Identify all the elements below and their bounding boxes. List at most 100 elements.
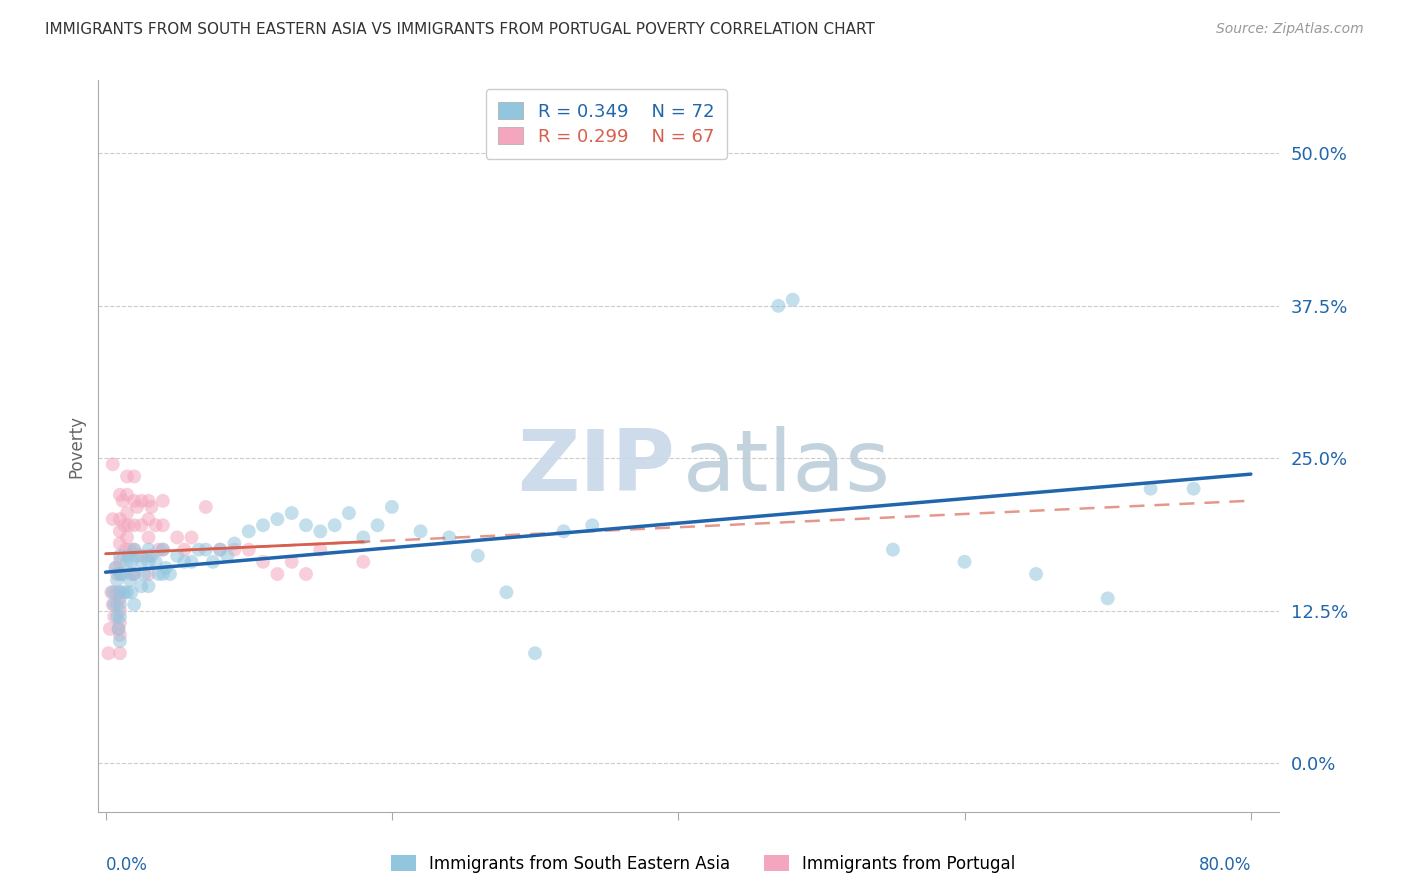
Point (111, 494, 134, 508)
Point (103, 598, 125, 612)
Point (138, 555, 160, 569)
Point (105, 573, 128, 587)
Point (141, 500, 163, 514)
Point (224, 536, 246, 550)
Point (166, 530, 188, 544)
Point (209, 542, 232, 557)
Point (101, 512, 124, 526)
Y-axis label: Poverty: Poverty (67, 415, 86, 477)
Point (352, 530, 374, 544)
Point (524, 646, 547, 660)
Point (104, 585, 127, 599)
Point (131, 549, 153, 563)
Point (337, 506, 360, 520)
Point (1025, 567, 1047, 582)
Point (882, 542, 904, 557)
Point (1139, 482, 1161, 496)
Point (108, 604, 131, 618)
Point (553, 524, 575, 539)
Point (152, 542, 174, 557)
Point (252, 518, 274, 533)
Point (152, 494, 174, 508)
Point (187, 542, 209, 557)
Point (194, 542, 217, 557)
Point (101, 598, 124, 612)
Point (280, 555, 302, 569)
Point (180, 530, 202, 544)
Point (108, 512, 131, 526)
Point (108, 536, 131, 550)
Point (252, 555, 274, 569)
Point (108, 609, 131, 624)
Point (115, 506, 138, 520)
Point (155, 561, 177, 575)
Point (238, 542, 260, 557)
Point (117, 518, 139, 533)
Point (173, 542, 195, 557)
Legend: Immigrants from South Eastern Asia, Immigrants from Portugal: Immigrants from South Eastern Asia, Immi… (384, 848, 1022, 880)
Point (108, 646, 131, 660)
Point (134, 567, 156, 582)
Point (381, 500, 404, 514)
Point (122, 469, 145, 483)
Point (122, 567, 145, 582)
Point (105, 567, 128, 582)
Point (105, 598, 128, 612)
Point (367, 518, 389, 533)
Point (437, 530, 460, 544)
Point (115, 469, 138, 483)
Point (122, 518, 145, 533)
Point (152, 567, 174, 582)
Point (166, 549, 188, 563)
Point (131, 579, 153, 593)
Point (112, 585, 135, 599)
Point (103, 609, 125, 624)
Point (108, 615, 131, 630)
Point (108, 634, 131, 648)
Text: atlas: atlas (683, 426, 891, 509)
Point (266, 512, 288, 526)
Point (100, 585, 122, 599)
Point (108, 488, 131, 502)
Point (145, 555, 167, 569)
Point (108, 585, 131, 599)
Point (118, 542, 141, 557)
Point (768, 299, 790, 313)
Point (495, 585, 517, 599)
Point (295, 567, 318, 582)
Point (159, 567, 181, 582)
Text: Source: ZipAtlas.com: Source: ZipAtlas.com (1216, 22, 1364, 37)
Point (309, 524, 332, 539)
Point (280, 506, 302, 520)
Point (115, 555, 138, 569)
Point (108, 598, 131, 612)
Point (323, 518, 346, 533)
Point (108, 524, 131, 539)
Point (108, 628, 131, 642)
Point (108, 585, 131, 599)
Point (209, 542, 232, 557)
Point (118, 573, 141, 587)
Point (224, 542, 246, 557)
Text: IMMIGRANTS FROM SOUTH EASTERN ASIA VS IMMIGRANTS FROM PORTUGAL POVERTY CORRELATI: IMMIGRANTS FROM SOUTH EASTERN ASIA VS IM… (45, 22, 875, 37)
Point (115, 585, 138, 599)
Legend: R = 0.349    N = 72, R = 0.299    N = 67: R = 0.349 N = 72, R = 0.299 N = 67 (485, 89, 727, 159)
Point (467, 549, 489, 563)
Point (1182, 482, 1205, 496)
Point (152, 542, 174, 557)
Point (114, 542, 136, 557)
Point (122, 494, 145, 508)
Point (309, 542, 332, 557)
Point (101, 585, 124, 599)
Point (108, 567, 131, 582)
Point (108, 549, 131, 563)
Point (1097, 591, 1119, 606)
Point (145, 518, 167, 533)
Point (131, 494, 153, 508)
Point (125, 500, 148, 514)
Point (238, 524, 260, 539)
Point (138, 542, 160, 557)
Point (105, 609, 128, 624)
Point (194, 500, 217, 514)
Point (173, 555, 195, 569)
